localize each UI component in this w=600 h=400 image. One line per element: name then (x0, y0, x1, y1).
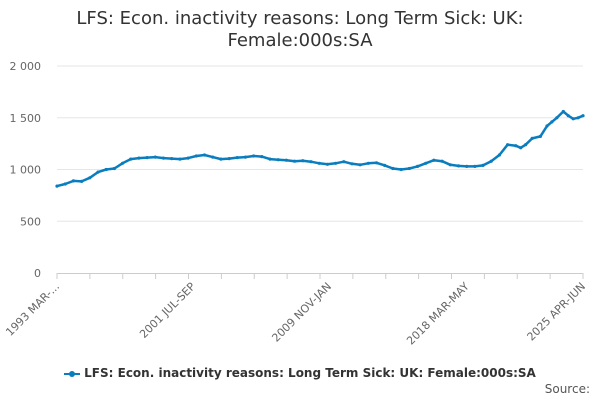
data-point (481, 163, 485, 167)
data-point (293, 159, 297, 163)
data-point (170, 157, 174, 161)
data-point (284, 158, 288, 162)
data-point (407, 166, 411, 171)
data-point (561, 109, 565, 114)
y-tick-label: 1 000 (10, 164, 42, 177)
data-point (301, 159, 305, 163)
data-point (243, 155, 247, 159)
data-point (88, 176, 92, 180)
data-point (424, 161, 428, 165)
y-tick-label: 2 000 (10, 60, 42, 73)
data-point (137, 156, 141, 160)
data-point (202, 153, 207, 157)
data-point (415, 164, 420, 168)
y-tick-label: 0 (34, 267, 41, 280)
data-point (456, 164, 461, 168)
data-point (96, 170, 100, 174)
data-point (374, 161, 379, 165)
data-point (104, 167, 108, 172)
data-point (489, 159, 493, 163)
data-point (161, 156, 166, 160)
data-point (366, 161, 370, 165)
data-point (129, 157, 133, 161)
series-line (55, 110, 585, 188)
data-point (55, 184, 59, 188)
data-point (252, 154, 256, 158)
data-point (120, 161, 125, 165)
data-point (309, 160, 313, 164)
data-point (112, 166, 116, 171)
data-point (317, 161, 321, 165)
data-point (566, 114, 570, 118)
y-tick-label: 500 (20, 215, 41, 228)
data-point (260, 155, 264, 159)
data-point (506, 143, 510, 147)
data-point (235, 156, 239, 160)
chart-title-line-2: Female:000s:SA (227, 30, 373, 51)
data-point (334, 161, 338, 165)
data-point (186, 156, 190, 160)
legend[interactable]: LFS: Econ. inactivity reasons: Long Term… (0, 366, 600, 380)
data-point (473, 164, 477, 168)
source-label: Source: (544, 382, 590, 396)
data-point (465, 164, 469, 168)
data-point (524, 143, 528, 147)
data-point (178, 157, 182, 161)
data-point (440, 159, 444, 163)
data-point (211, 155, 215, 159)
data-point (514, 144, 518, 148)
data-point (325, 162, 329, 166)
data-point (358, 163, 362, 167)
data-point (350, 162, 354, 166)
data-point (342, 160, 346, 164)
data-point (571, 117, 575, 121)
data-point (545, 124, 549, 128)
data-point (581, 114, 585, 118)
x-tick-label: 2025 APR-JUN (525, 280, 589, 344)
x-tick-label: 2009 NOV-JAN (269, 280, 334, 345)
data-point (538, 134, 543, 138)
data-point (550, 120, 554, 124)
x-tick-label: 2018 MAR-MAY (404, 280, 472, 348)
data-point (555, 116, 559, 120)
data-point (276, 158, 280, 162)
data-point (399, 167, 403, 172)
data-point (576, 116, 580, 120)
data-point (497, 153, 501, 157)
x-tick-label: 2001 JUL-SEP (137, 280, 198, 341)
data-point (71, 179, 75, 183)
chart-title-line-1: LFS: Econ. inactivity reasons: Long Term… (76, 8, 524, 29)
data-point (145, 156, 149, 160)
y-tick-label: 1 500 (10, 112, 42, 125)
data-point (530, 136, 534, 140)
legend-marker-icon (64, 369, 81, 379)
data-point (153, 155, 157, 159)
data-point (227, 157, 231, 161)
data-point (63, 182, 67, 186)
data-point (268, 157, 272, 161)
data-point (519, 146, 523, 150)
data-point (194, 154, 198, 158)
data-point (391, 166, 395, 171)
data-point (383, 163, 387, 167)
data-point (80, 179, 84, 183)
data-point (219, 157, 223, 161)
legend-label: LFS: Econ. inactivity reasons: Long Term… (84, 366, 536, 380)
chart-title: LFS: Econ. inactivity reasons: Long Term… (0, 8, 600, 52)
x-tick-label: 1993 MAR-... (3, 280, 62, 339)
data-point (448, 163, 452, 167)
data-point (432, 158, 436, 162)
